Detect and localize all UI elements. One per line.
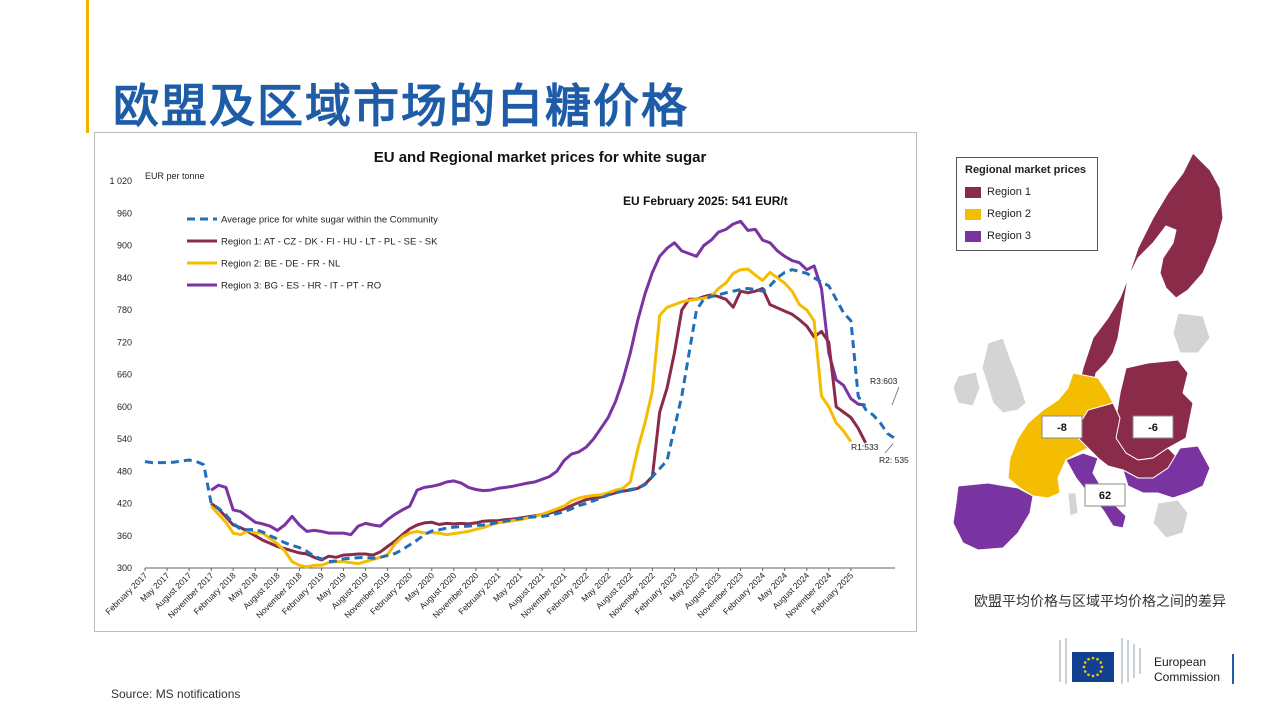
y-tick-label: 600 — [117, 402, 132, 412]
map-region-3-iberia — [952, 482, 1034, 551]
map-legend: Regional market prices Region 1 Region 2… — [956, 157, 1098, 251]
map-badge-region-3: 62 — [1099, 490, 1111, 502]
flag-star — [1087, 657, 1090, 661]
legend-label-region-3: Region 3 — [987, 230, 1032, 242]
legend-label-avg: Average price for white sugar within the… — [221, 215, 438, 226]
logo-divider — [1232, 654, 1234, 684]
flag-star — [1099, 661, 1103, 664]
series-line-avg — [144, 268, 896, 564]
flag-star — [1091, 674, 1095, 678]
flag-star — [1096, 673, 1099, 677]
legend-swatch-region-1 — [965, 186, 981, 198]
flag-star — [1091, 656, 1095, 660]
source-note: Source: MS notifications — [111, 687, 241, 701]
y-tick-label: 720 — [117, 337, 132, 347]
map-caption: 欧盟平均价格与区域平均价格之间的差异 — [974, 594, 1226, 610]
map-badge-region-2: -8 — [1057, 422, 1067, 434]
map-baltics — [1172, 312, 1211, 354]
y-tick-label: 900 — [117, 241, 132, 251]
y-tick-label: 660 — [117, 370, 132, 380]
map-legend-title: Regional market prices — [965, 164, 1087, 176]
y-tick-label: 840 — [117, 273, 132, 283]
end-label-r1: R1:533 — [851, 442, 879, 452]
y-tick-label: 540 — [117, 434, 132, 444]
title-accent-bar — [86, 0, 89, 133]
map-greece — [1152, 499, 1189, 539]
chart-panel: EU and Regional market prices for white … — [94, 132, 917, 632]
legend-label-region-1: Region 1 — [987, 186, 1032, 198]
flag-star — [1096, 657, 1099, 661]
y-tick-label: 300 — [117, 563, 132, 573]
legend-label-r2: Region 2: BE - DE - FR - NL — [221, 259, 340, 270]
legend-label-r1: Region 1: AT - CZ - DK - FI - HU - LT - … — [221, 237, 438, 248]
flag-star — [1100, 665, 1104, 669]
y-tick-label: 480 — [117, 466, 132, 476]
legend-swatch-region-3 — [965, 230, 981, 242]
logo-line-1: European — [1154, 655, 1207, 669]
flag-star — [1083, 661, 1087, 664]
european-commission-logo: European Commission — [1052, 636, 1242, 686]
europe-region-map: -8 -6 62 — [948, 148, 1248, 578]
map-region-3-balkans — [1122, 445, 1211, 499]
y-tick-label: 420 — [117, 499, 132, 509]
flag-star — [1087, 673, 1090, 677]
logo-wordmark: European Commission — [1154, 655, 1220, 685]
map-ireland — [952, 371, 981, 407]
map-region-1-central — [1112, 359, 1194, 461]
y-axis-label: EUR per tonne — [145, 171, 205, 181]
y-tick-label: 360 — [117, 531, 132, 541]
flag-star — [1083, 670, 1087, 673]
chart-title: EU and Regional market prices for white … — [374, 149, 707, 166]
legend-label-region-2: Region 2 — [987, 208, 1032, 220]
map-sardinia — [1067, 492, 1079, 517]
page-title: 欧盟及区域市场的白糖价格 — [113, 79, 689, 133]
end-label-r2-leader — [884, 443, 894, 454]
legend-item-region-1: Region 1 — [965, 184, 1031, 200]
map-badge-region-1: -6 — [1148, 422, 1158, 434]
map-region-1-nordic — [1075, 152, 1224, 419]
legend-swatch-region-2 — [965, 208, 981, 220]
legend-item-region-2: Region 2 — [965, 206, 1031, 222]
y-tick-label: 780 — [117, 305, 132, 315]
end-label-r2: R2: 535 — [879, 455, 909, 465]
legend-item-region-3: Region 3 — [965, 228, 1031, 244]
flag-star — [1099, 670, 1103, 673]
y-tick-label: 960 — [117, 208, 132, 218]
series-line-r3 — [210, 219, 866, 537]
map-non-eu-uk — [981, 337, 1027, 414]
y-tick-label: 1 020 — [109, 176, 132, 186]
chart-annotation: EU February 2025: 541 EUR/t — [623, 194, 788, 208]
legend-label-r3: Region 3: BG - ES - HR - IT - PT - RO — [221, 281, 381, 292]
price-line-chart: EU and Regional market prices for white … — [103, 149, 909, 620]
logo-line-2: Commission — [1154, 670, 1221, 684]
flag-star — [1082, 665, 1086, 669]
end-label-r3-leader — [891, 386, 900, 406]
series-line-r1 — [210, 287, 867, 562]
eu-flag-icon — [1059, 638, 1141, 684]
series-line-r2 — [210, 267, 853, 569]
end-label-r3: R3:603 — [870, 376, 898, 386]
